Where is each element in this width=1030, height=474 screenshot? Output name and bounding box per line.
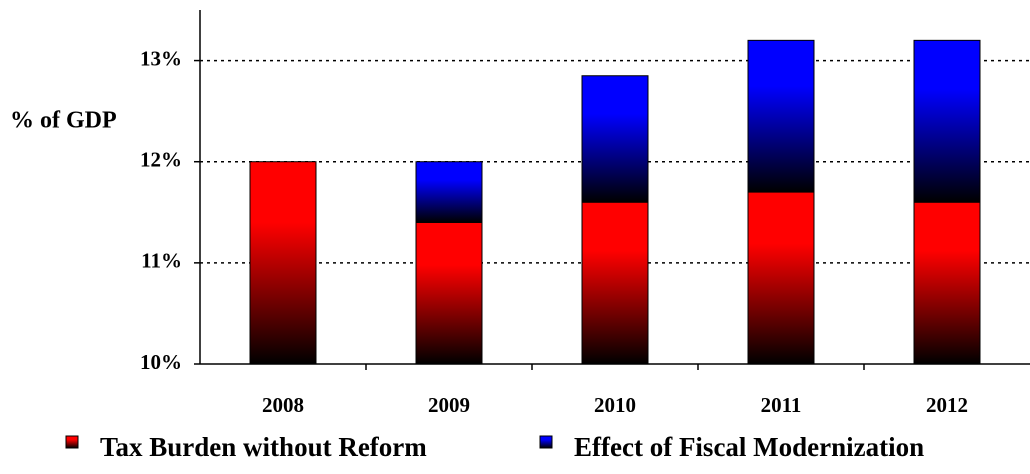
y-tick-label: 12% [140, 148, 182, 172]
bar-segment [913, 39, 981, 203]
x-tick-label: 2011 [761, 393, 802, 417]
bar-segment [415, 221, 483, 365]
legend-label: Effect of Fiscal Modernization [574, 432, 924, 462]
y-tick-label: 11% [141, 249, 182, 273]
bar-segment [249, 161, 317, 365]
x-tick-label: 2008 [262, 393, 304, 417]
bar-segment [415, 161, 483, 223]
x-tick-label: 2010 [594, 393, 636, 417]
x-tick-label: 2009 [428, 393, 470, 417]
bar-segment [581, 201, 649, 365]
y-axis-label: % of GDP [10, 108, 117, 134]
bar-segment [747, 39, 815, 193]
y-tick-label: 13% [140, 46, 182, 70]
bar-segment [913, 201, 981, 365]
legend-label: Tax Burden without Reform [100, 432, 427, 462]
x-tick-label: 2012 [926, 393, 968, 417]
bar-segment [747, 191, 815, 365]
y-tick-label: 10% [140, 350, 182, 374]
bar-segment [581, 75, 649, 203]
legend-swatch [539, 435, 553, 449]
legend-swatch [65, 435, 79, 449]
